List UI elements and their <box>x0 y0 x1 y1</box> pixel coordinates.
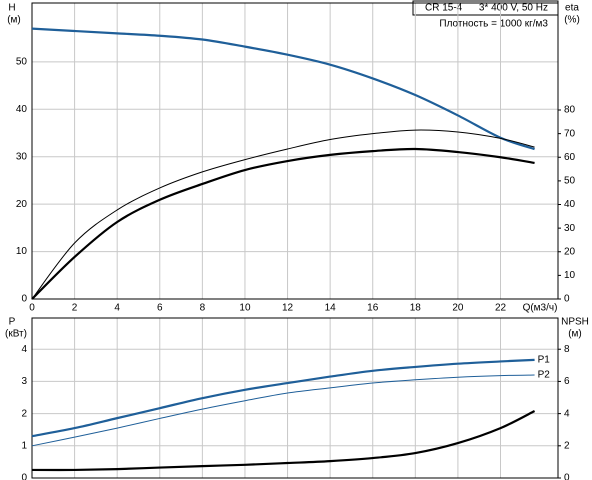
y2-axis-unit: (м) <box>568 329 582 340</box>
x-tick-label: 12 <box>282 303 294 314</box>
y-tick-label: 0 <box>21 473 27 480</box>
y-tick-label: 20 <box>16 199 28 210</box>
series-line <box>31 27 535 151</box>
plot-frame <box>31 317 559 479</box>
x-tick-label: 22 <box>495 303 507 314</box>
y-axis-unit: (кВт) <box>5 329 27 340</box>
x-tick-label: 4 <box>114 303 120 314</box>
y2-tick-label: 70 <box>564 128 576 139</box>
x-tick-label: 20 <box>452 303 464 314</box>
y-tick-label: 4 <box>21 344 27 355</box>
y2-tick-label: 30 <box>564 223 576 234</box>
y2-tick-label: 6 <box>564 376 570 387</box>
chart-title: CR 15-4 <box>425 3 463 14</box>
series-line <box>31 129 535 300</box>
y2-tick-label: 2 <box>564 440 570 451</box>
x-tick-label: 16 <box>367 303 379 314</box>
y2-axis-label: NPSH <box>561 317 589 328</box>
series-label: P2 <box>538 370 551 381</box>
y2-tick-label: 20 <box>564 246 576 257</box>
y-axis-unit: (м) <box>7 15 21 26</box>
series-line <box>31 147 535 300</box>
x-tick-label: 18 <box>410 303 422 314</box>
y-tick-label: 0 <box>21 294 27 305</box>
x-tick-label: 0 <box>29 303 35 314</box>
x-tick-label: 14 <box>325 303 337 314</box>
y2-tick-label: 0 <box>564 473 570 480</box>
y2-tick-label: 60 <box>564 152 576 163</box>
y-axis-label: P <box>9 317 16 328</box>
y-tick-label: 30 <box>16 151 28 162</box>
y-tick-label: 10 <box>16 246 28 257</box>
y2-axis-unit: (%) <box>564 15 580 26</box>
y2-tick-label: 50 <box>564 176 576 187</box>
y-tick-label: 50 <box>16 56 28 67</box>
y-tick-label: 40 <box>16 104 28 115</box>
y-tick-label: 2 <box>21 408 27 419</box>
x-tick-label: 6 <box>157 303 163 314</box>
series-line <box>31 358 535 438</box>
x-tick-label: 2 <box>72 303 78 314</box>
y-tick-label: 3 <box>21 376 27 387</box>
y2-tick-label: 80 <box>564 105 576 116</box>
chart-subtitle: 3* 400 V, 50 Hz <box>479 3 548 14</box>
series-line <box>31 410 536 472</box>
y2-tick-label: 0 <box>564 294 570 305</box>
series-label: P1 <box>538 354 551 365</box>
annotation: Плотность = 1000 кг/м3 <box>439 19 548 30</box>
y2-axis-label: eta <box>565 3 579 14</box>
y2-tick-label: 10 <box>564 270 576 281</box>
y2-tick-label: 4 <box>564 408 570 419</box>
x-tick-label: 10 <box>239 303 251 314</box>
y-axis-label: H <box>8 3 15 14</box>
y-tick-label: 1 <box>21 440 27 451</box>
y2-tick-label: 40 <box>564 199 576 210</box>
series-line <box>31 374 535 447</box>
plot-frame <box>31 2 559 300</box>
y2-tick-label: 8 <box>564 344 570 355</box>
x-tick-label: 8 <box>200 303 206 314</box>
x-axis-label: Q(м3/ч) <box>523 303 558 314</box>
